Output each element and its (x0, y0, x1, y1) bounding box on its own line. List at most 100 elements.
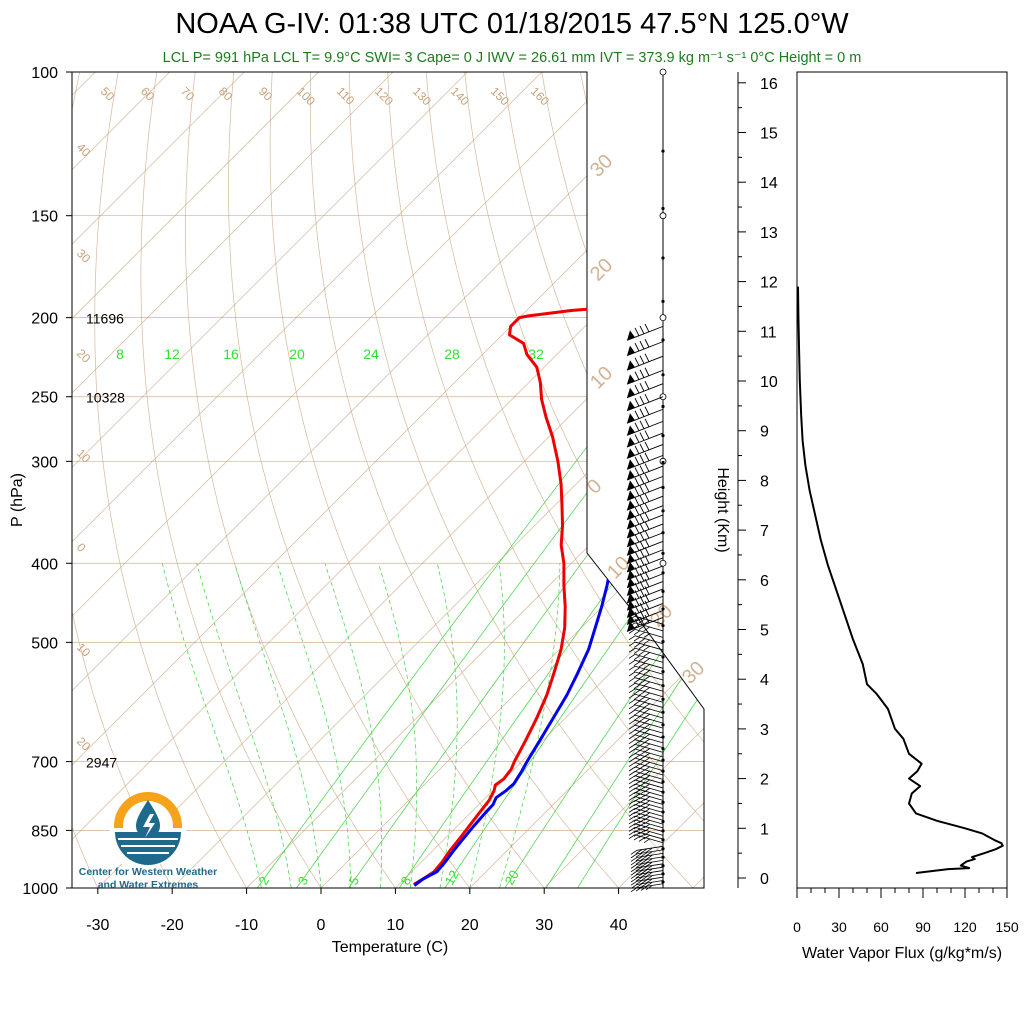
flux-tick-label: 30 (831, 919, 847, 935)
isotherm-line (72, 72, 704, 888)
dry-adiabat-line (656, 72, 704, 888)
mixing-ratio-label: 16 (223, 346, 239, 362)
isotherm-line (212, 72, 704, 888)
adiabat-label: 0 (74, 540, 89, 555)
dry-adiabat-line (72, 72, 108, 888)
x-tick-label: 10 (387, 917, 405, 934)
wind-barb (628, 615, 664, 625)
wind-barb (626, 563, 664, 581)
height-tick-label: 11 (760, 324, 777, 341)
wind-barb (628, 628, 664, 638)
isotherm-line (72, 72, 282, 888)
mixing-ratio-label: 8 (398, 874, 415, 888)
wind-barb (628, 770, 664, 780)
wind-level-dot (661, 434, 665, 438)
isotherm-line (435, 72, 704, 888)
dry-adiabat-line (888, 72, 1024, 909)
dry-adiabat-line (387, 72, 704, 888)
mixing-ratio-label: 3 (295, 874, 312, 888)
wind-level-dot (661, 880, 665, 884)
wind-barb (628, 704, 664, 714)
water-drop-sun-logo-icon (110, 792, 186, 865)
logo-caption-line1: Center for Western Weather (78, 866, 218, 878)
dry-adiabat-line (695, 72, 704, 888)
mixing-ratio-line (296, 317, 704, 888)
wind-barb (626, 586, 664, 604)
y-tick-label: 300 (31, 454, 58, 471)
mixing-ratio-line (504, 317, 704, 888)
wind-barb (626, 441, 664, 459)
wind-barb (630, 845, 664, 855)
flux-plot-frame (796, 71, 1008, 889)
wind-level-dot (661, 338, 665, 342)
mixing-ratio-line (577, 317, 704, 888)
height-tick-label: 8 (760, 473, 769, 490)
wind-barb (628, 622, 664, 632)
wind-level-dot (661, 640, 665, 644)
wind-barb (628, 807, 664, 817)
wind-barb (626, 571, 664, 589)
dry-adiabat-line (94, 72, 260, 888)
wind-barb (626, 547, 664, 565)
wind-barb (628, 647, 664, 657)
flux-tick-label: 0 (793, 919, 801, 935)
wind-barb (630, 873, 664, 883)
mixing-ratio-label: 12 (442, 867, 462, 887)
wind-barb (628, 671, 664, 681)
flux-tick-label: 90 (915, 919, 931, 935)
adiabat-label: 160 (528, 84, 552, 108)
wind-barb (628, 753, 664, 762)
height-tick-label: 15 (760, 126, 778, 143)
wind-level-dot (661, 149, 665, 153)
moist-adiabat-line (161, 563, 262, 888)
adiabat-label: 30 (74, 246, 94, 266)
wind-barb (628, 748, 664, 758)
height-label: 11696 (86, 311, 124, 327)
isotherm-line (72, 72, 704, 888)
isotherm-label: 10 (586, 362, 617, 393)
mixing-ratio-label: 8 (116, 346, 124, 362)
wind-barb (626, 578, 664, 596)
wind-level-dot (661, 819, 665, 824)
dry-adiabat-line (348, 72, 704, 888)
wind-barb (628, 665, 664, 675)
isotherm-label: 30 (586, 150, 617, 181)
wind-barb (630, 853, 664, 862)
wind-barb (628, 682, 664, 692)
dry-adiabat-line (309, 72, 638, 888)
wind-barb (628, 796, 664, 805)
skewt-plot-frame (71, 71, 705, 889)
chart-subtitle: LCL P= 991 hPa LCL T= 9.9°C SWI= 3 Cape=… (162, 50, 862, 66)
calm-wind-marker (659, 559, 667, 567)
dry-adiabat-line (425, 72, 704, 888)
isotherm-line (72, 72, 580, 888)
height-tick-label: 10 (760, 374, 778, 391)
wind-barb (626, 430, 664, 448)
height-tick-label: 12 (760, 275, 778, 292)
flux-tick-label: 60 (873, 919, 889, 935)
height-tick-label: 3 (760, 722, 769, 739)
flux-tick-label: 150 (995, 919, 1019, 935)
wind-barb (628, 641, 664, 651)
wind-level-dot (661, 780, 665, 784)
wind-barb (630, 883, 664, 893)
wind-barb (628, 739, 664, 749)
y-tick-label: 200 (31, 311, 58, 328)
flux-x-axis-label: Water Vapor Flux (g/kg*m/s) (802, 945, 1002, 962)
isotherm-label: 20 (646, 600, 677, 631)
wind-barb (626, 367, 664, 385)
wind-level-dot (661, 589, 665, 593)
wind-level-dot (661, 299, 665, 303)
x-tick-label: -10 (235, 917, 258, 934)
wind-barb (628, 815, 664, 825)
wind-level-dot (661, 256, 665, 260)
y-tick-label: 150 (31, 209, 58, 226)
x-tick-label: -20 (161, 917, 184, 934)
adiabat-label: 20 (74, 346, 94, 366)
wind-barb-column (626, 68, 667, 893)
adiabat-label: 130 (410, 84, 434, 108)
wind-level-dot (661, 373, 665, 377)
wind-barb (628, 757, 664, 767)
wind-level-dot (661, 758, 665, 762)
moist-adiabat-line (378, 563, 418, 888)
